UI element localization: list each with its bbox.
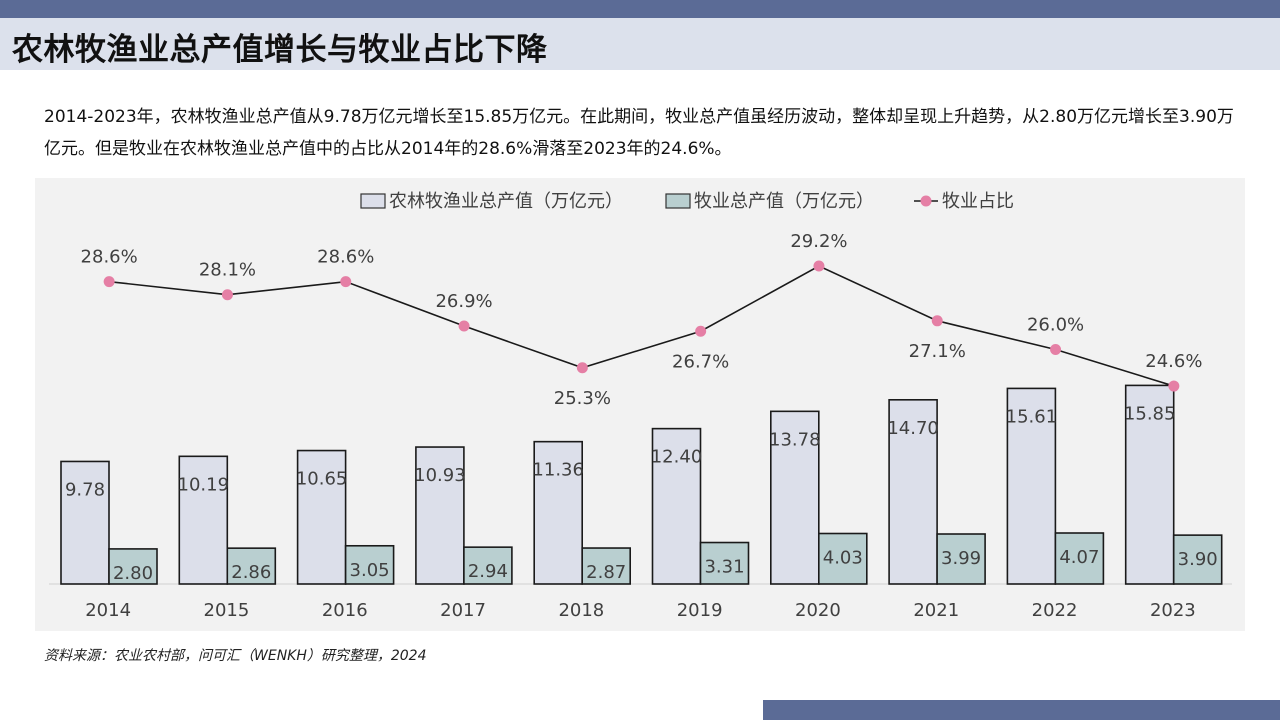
- bar-husbandry-label: 3.05: [350, 560, 390, 581]
- bar-husbandry: [581, 547, 632, 585]
- bar-husbandry: [936, 533, 986, 585]
- bar-total-label: 9.78: [65, 479, 105, 500]
- share-label: 28.6%: [317, 247, 374, 268]
- share-point: [103, 276, 115, 288]
- bar-total: [769, 410, 820, 585]
- bar-husbandry: [344, 544, 395, 585]
- share-label: 27.1%: [909, 341, 966, 362]
- combo-chart: 9.78 2.80 2014 10.19 2.86 2015 10.65 3.05 2016 10…: [49, 191, 1232, 621]
- bar-husbandry: [699, 541, 750, 585]
- bar-total: [296, 449, 347, 585]
- share-label: 28.1%: [199, 260, 256, 281]
- bar-husbandry: [1172, 534, 1223, 585]
- bottom-band: [763, 700, 1280, 720]
- legend-marker-share: [920, 195, 932, 207]
- x-tick-label: 2016: [322, 600, 368, 621]
- bar-husbandry: [226, 547, 277, 585]
- bar-total-label: 12.40: [651, 447, 703, 468]
- share-point: [931, 315, 943, 327]
- chart-area: 9.78 2.80 2014 10.19 2.86 2015 10.65 3.05 2016 10…: [35, 178, 1245, 631]
- bar-husbandry-label: 2.80: [113, 563, 153, 584]
- bar-husbandry-label: 4.07: [1059, 547, 1099, 568]
- share-point: [340, 276, 352, 288]
- share-point: [458, 320, 470, 332]
- bar-husbandry: [817, 532, 868, 585]
- share-label: 25.3%: [554, 388, 611, 409]
- share-label: 26.9%: [435, 291, 492, 312]
- bar-total: [415, 446, 465, 585]
- bar-total-label: 15.61: [1006, 406, 1058, 427]
- bar-husbandry: [1054, 532, 1105, 585]
- x-tick-label: 2015: [204, 600, 250, 621]
- share-point: [221, 289, 233, 301]
- summary-text: 2014-2023年，农林牧渔业总产值从9.78万亿元增长至15.85万亿元。在…: [44, 107, 1234, 159]
- bar-total-label: 14.70: [887, 418, 939, 439]
- share-point: [1168, 380, 1180, 392]
- bar-total-label: 10.19: [178, 474, 230, 495]
- legend-label-husbandry: 牧业总产值（万亿元）: [694, 191, 874, 212]
- bar-total: [60, 460, 110, 585]
- share-point: [813, 260, 825, 272]
- x-tick-label: 2022: [1032, 600, 1078, 621]
- bar-total-label: 13.78: [769, 429, 821, 450]
- legend-label-share: 牧业占比: [942, 191, 1014, 212]
- bar-husbandry-label: 2.86: [231, 562, 271, 583]
- bar-husbandry-label: 3.90: [1178, 549, 1218, 570]
- bar-husbandry: [463, 546, 513, 585]
- x-tick-label: 2019: [677, 600, 723, 621]
- legend-label-total: 农林牧渔业总产值（万亿元）: [389, 191, 623, 212]
- page-title: 农林牧渔业总产值增长与牧业占比下降: [12, 32, 548, 68]
- legend-swatch-total: [360, 193, 386, 209]
- share-label: 28.6%: [81, 247, 138, 268]
- bar-husbandry-label: 4.03: [823, 548, 863, 569]
- x-tick-label: 2020: [795, 600, 841, 621]
- x-tick-label: 2018: [558, 600, 604, 621]
- bar-total-label: 10.93: [414, 465, 466, 486]
- title-bar: [0, 18, 1280, 70]
- share-label: 24.6%: [1145, 351, 1202, 372]
- share-point: [695, 325, 707, 337]
- bar-husbandry: [108, 548, 158, 585]
- bar-total: [888, 399, 938, 585]
- x-tick-label: 2023: [1150, 600, 1196, 621]
- bar-total: [178, 455, 229, 585]
- share-label: 29.2%: [790, 231, 847, 252]
- bar-total-label: 15.85: [1124, 403, 1176, 424]
- bar-total-label: 10.65: [296, 469, 348, 490]
- x-tick-label: 2014: [85, 600, 131, 621]
- legend-swatch-husbandry: [665, 193, 691, 209]
- bar-husbandry-label: 2.87: [586, 562, 626, 583]
- share-point: [576, 362, 588, 374]
- source-note: 资料来源：农业农村部，问可汇（WENKH）研究整理，2024: [44, 648, 427, 664]
- top-band: [0, 0, 1280, 18]
- bar-husbandry-label: 2.94: [468, 561, 508, 582]
- share-point: [1050, 344, 1062, 356]
- share-line: [109, 265, 1175, 387]
- share-label: 26.0%: [1027, 315, 1084, 336]
- bar-total-label: 11.36: [532, 460, 584, 481]
- x-tick-label: 2017: [440, 600, 486, 621]
- bar-total: [1124, 384, 1175, 585]
- bar-husbandry-label: 3.31: [704, 557, 744, 578]
- x-tick-label: 2021: [913, 600, 959, 621]
- share-label: 26.7%: [672, 351, 729, 372]
- bar-total: [1006, 387, 1057, 585]
- bar-husbandry-label: 3.99: [941, 548, 981, 569]
- bar-total: [533, 440, 584, 585]
- bar-total: [651, 427, 702, 585]
